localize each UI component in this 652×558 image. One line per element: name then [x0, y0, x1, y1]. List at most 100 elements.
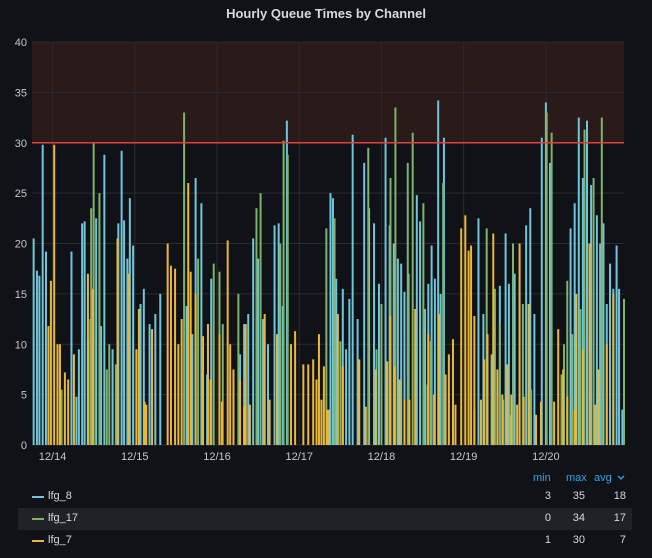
legend-header-max[interactable]: max	[566, 472, 587, 484]
bar-lfg-7	[535, 414, 538, 445]
panel-title: Hourly Queue Times by Channel	[226, 6, 426, 21]
chevron-down-icon	[617, 475, 625, 480]
legend-avg-value: 17	[613, 512, 626, 524]
legend-swatch	[32, 518, 44, 520]
bar-lfg-7	[320, 399, 323, 445]
bar-lfg-8	[38, 275, 41, 445]
bar-lfg-7	[557, 329, 560, 445]
bar-lfg-8	[111, 349, 114, 445]
bar-lfg-7	[47, 326, 50, 445]
bar-lfg-17	[411, 132, 414, 446]
bar-lfg-17	[583, 129, 586, 445]
bar-lfg-17	[60, 389, 63, 445]
y-tick-label: 25	[15, 188, 27, 200]
x-tick-label: 12/19	[450, 451, 478, 463]
bar-lfg-7	[243, 406, 246, 445]
y-tick-label: 20	[15, 239, 27, 251]
bar-lfg-17	[429, 341, 432, 445]
bar-lfg-7	[229, 344, 232, 445]
bar-lfg-7	[56, 344, 59, 445]
bar-lfg-7	[302, 364, 305, 445]
legend-row-lfg-7[interactable]: lfg_7 1 30 7	[18, 530, 632, 552]
bar-lfg-7	[553, 401, 556, 445]
bar-lfg-17	[237, 293, 240, 445]
bar-lfg-7	[501, 394, 504, 445]
legend-series-name[interactable]: lfg_8	[48, 490, 72, 502]
bar-lfg-7	[393, 366, 396, 445]
legend-row-lfg-8[interactable]: lfg_8 3 35 18	[18, 486, 632, 508]
bar-lfg-17	[406, 162, 409, 445]
legend-series-name[interactable]: lfg_17	[48, 512, 78, 524]
bar-lfg-8	[602, 223, 605, 445]
bar-lfg-7	[374, 369, 377, 445]
bar-lfg-7	[612, 293, 615, 445]
bar-lfg-7	[483, 359, 486, 445]
bar-lfg-17	[114, 364, 117, 445]
bar-lfg-8	[618, 288, 621, 445]
bar-lfg-7	[169, 265, 172, 445]
bar-lfg-7	[177, 344, 180, 445]
bar-lfg-17	[521, 303, 524, 445]
bar-lfg-7	[137, 308, 140, 445]
bar-lfg-7	[174, 268, 177, 445]
legend-header-avg-label: avg	[594, 472, 612, 484]
bar-lfg-7	[433, 394, 436, 445]
bar-lfg-17	[600, 117, 603, 445]
bar-lfg-7	[218, 334, 221, 445]
bar-lfg-8	[83, 221, 86, 445]
bar-lfg-8	[490, 354, 493, 445]
bar-lfg-17	[339, 341, 342, 445]
bar-lfg-7	[597, 369, 600, 445]
bar-lfg-8	[513, 273, 516, 445]
bar-lfg-8	[599, 243, 602, 445]
bar-lfg-8	[621, 409, 624, 445]
x-tick-label: 12/18	[368, 451, 396, 463]
legend-min-value: 1	[544, 534, 551, 546]
bar-lfg-7	[128, 273, 131, 445]
bar-lfg-7	[166, 243, 169, 445]
bar-lfg-7	[180, 319, 183, 445]
bar-lfg-7	[209, 379, 212, 445]
bar-lfg-7	[506, 364, 509, 445]
bar-lfg-17	[197, 258, 200, 445]
bar-lfg-7	[72, 354, 75, 445]
legend-header-min[interactable]: min	[533, 472, 551, 484]
bar-lfg-7	[486, 334, 489, 445]
bar-lfg-8	[252, 238, 255, 445]
bar-lfg-8	[126, 258, 129, 445]
bar-lfg-8	[120, 150, 123, 445]
bar-lfg-7	[408, 399, 411, 445]
bar-lfg-7	[464, 215, 467, 445]
bar-lfg-8	[424, 308, 427, 445]
bar-lfg-7	[444, 374, 447, 445]
bar-lfg-17	[579, 308, 582, 445]
bar-lfg-7	[263, 314, 266, 445]
bar-lfg-17	[394, 107, 397, 446]
bar-lfg-8	[95, 218, 98, 445]
legend-header-avg[interactable]: avg	[594, 472, 625, 484]
legend-row-lfg-17[interactable]: lfg_17 0 34 17	[18, 508, 632, 530]
x-tick-label: 12/15	[121, 451, 149, 463]
y-tick-label: 10	[15, 339, 27, 351]
bar-lfg-7	[467, 250, 470, 445]
bar-lfg-8	[148, 324, 151, 445]
bar-lfg-7	[206, 324, 209, 445]
bar-lfg-7	[479, 399, 482, 445]
bar-lfg-7	[244, 324, 247, 445]
legend-series-name[interactable]: lfg_7	[48, 534, 72, 546]
bar-lfg-8	[615, 245, 618, 445]
bar-lfg-8	[200, 203, 203, 445]
bar-lfg-17	[422, 203, 425, 445]
bar-lfg-7	[518, 243, 521, 445]
bar-lfg-8	[331, 198, 334, 445]
bar-lfg-7	[53, 144, 56, 445]
bar-lfg-7	[451, 339, 454, 445]
bar-lfg-8	[329, 193, 332, 445]
bar-lfg-7	[317, 334, 320, 445]
bar-lfg-8	[210, 278, 213, 445]
bar-lfg-17	[545, 112, 548, 446]
bar-lfg-8	[154, 314, 157, 445]
bar-lfg-8	[348, 298, 351, 445]
bar-lfg-7	[438, 314, 440, 445]
bar-lfg-8	[590, 185, 593, 445]
